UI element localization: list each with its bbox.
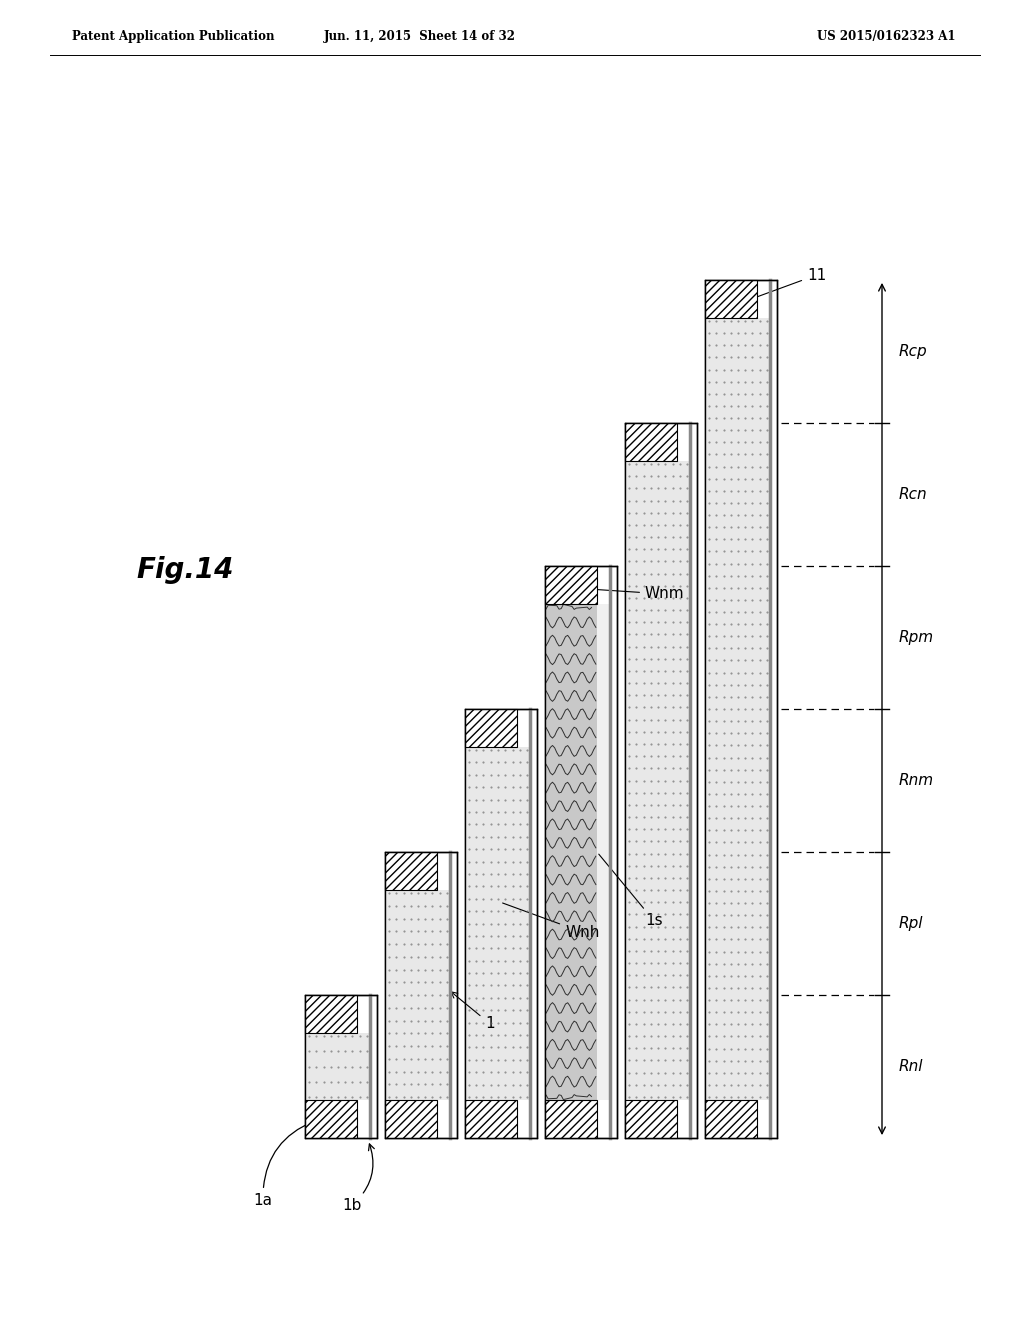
Text: 1b: 1b — [342, 1144, 375, 1213]
Bar — [705, 280, 777, 1138]
Text: Rcn: Rcn — [899, 487, 928, 502]
Bar — [545, 1100, 597, 1138]
Text: Rnm: Rnm — [899, 774, 934, 788]
Bar — [385, 890, 449, 1100]
Text: Rpm: Rpm — [899, 630, 934, 645]
Bar — [625, 461, 689, 1100]
Bar — [545, 566, 597, 605]
Bar — [385, 851, 457, 1138]
Text: Rpl: Rpl — [899, 916, 924, 931]
Bar — [545, 566, 617, 1138]
Bar — [625, 1100, 677, 1138]
Text: Wnh: Wnh — [503, 903, 599, 940]
Bar — [625, 422, 697, 1138]
Bar — [705, 318, 769, 1100]
Text: Rnl: Rnl — [899, 1059, 924, 1074]
Bar — [545, 605, 597, 1100]
Text: Wnm: Wnm — [575, 586, 685, 602]
Bar — [465, 709, 517, 747]
Text: Patent Application Publication: Patent Application Publication — [72, 30, 274, 44]
Bar — [305, 995, 377, 1138]
Bar — [465, 709, 537, 1138]
Bar — [705, 1100, 757, 1138]
Text: 1a: 1a — [254, 1121, 313, 1208]
Bar — [385, 1100, 437, 1138]
Bar — [305, 1100, 356, 1138]
Bar — [465, 1100, 517, 1138]
Text: Rcp: Rcp — [899, 345, 928, 359]
Bar — [385, 851, 437, 890]
Bar — [465, 747, 529, 1100]
Bar — [625, 422, 677, 461]
Bar — [305, 1034, 369, 1100]
Bar — [597, 605, 609, 1100]
Text: Jun. 11, 2015  Sheet 14 of 32: Jun. 11, 2015 Sheet 14 of 32 — [324, 30, 516, 44]
Bar — [705, 280, 757, 318]
Text: 1s: 1s — [599, 854, 663, 928]
Text: 11: 11 — [745, 268, 826, 301]
Text: 1: 1 — [452, 991, 495, 1031]
Text: US 2015/0162323 A1: US 2015/0162323 A1 — [816, 30, 955, 44]
Bar — [305, 995, 356, 1034]
Text: Fig.14: Fig.14 — [136, 556, 233, 583]
